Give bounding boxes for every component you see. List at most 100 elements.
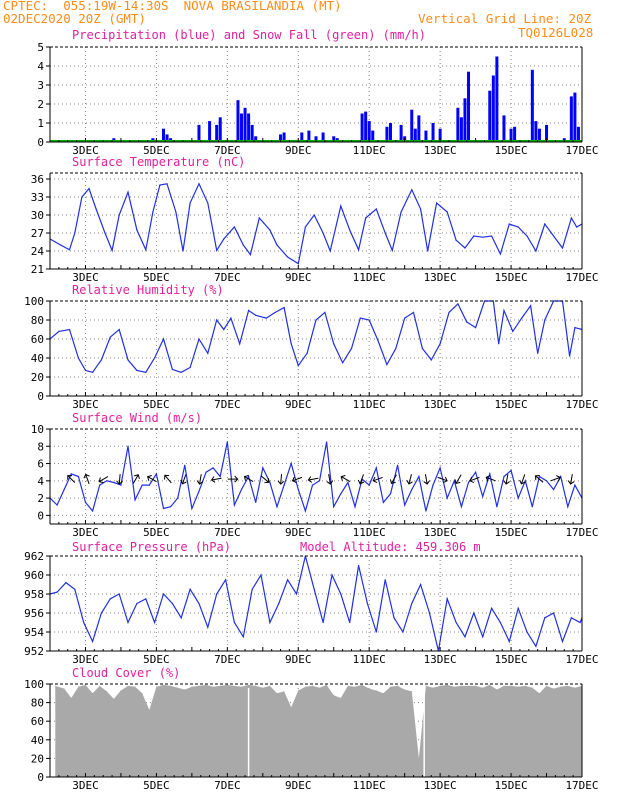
temp-point <box>216 249 218 251</box>
temp-ytick-label: 36 <box>31 173 44 186</box>
wind-point <box>545 480 548 482</box>
rh-point <box>333 343 335 345</box>
wind-point <box>531 506 533 508</box>
wind-arrow-head <box>210 476 216 483</box>
rh-point <box>503 309 505 312</box>
rh-point <box>274 311 276 313</box>
temp-ytick-label: 21 <box>31 263 44 276</box>
rh-point <box>290 343 292 345</box>
precip-bar <box>399 124 403 142</box>
wind-arrow <box>277 474 285 485</box>
cloud-point <box>297 690 299 691</box>
wind-arrow <box>326 474 334 485</box>
wind-panel-title: Surface Wind (m/s) <box>72 411 203 425</box>
temp-xtick-label: 13DEC <box>424 271 457 284</box>
cloud-point <box>92 692 93 694</box>
rh-panel: 0 20 40 60 80 100 3DEC 5DEC 7DEC 9DEC 11DEC 13DEC 15… <box>24 295 598 411</box>
pressure-point <box>145 598 147 600</box>
temp-point <box>473 235 475 237</box>
cloud-point <box>482 687 484 689</box>
rh-point <box>553 300 555 302</box>
pressure-point <box>127 621 129 624</box>
rh-point <box>162 338 165 340</box>
precip-bar <box>456 107 460 142</box>
pressure-point <box>136 602 138 605</box>
pressure-point <box>278 602 280 605</box>
temp-ytick-label: 27 <box>31 227 44 240</box>
rh-point <box>100 359 103 361</box>
wind-point <box>318 480 321 482</box>
rh-point <box>475 327 477 329</box>
wind-series-line <box>49 441 583 514</box>
cloud-point <box>432 687 434 689</box>
cloud-panel: 0 20 40 60 80 100 3DEC 5DEC 7DEC 9DEC 11DEC 13DEC 15… <box>24 678 598 792</box>
precip-bar <box>300 132 304 142</box>
pressure-point <box>402 631 404 633</box>
precip-bar <box>573 92 577 142</box>
precip-bar <box>388 123 392 142</box>
wind-point <box>333 506 335 508</box>
pressure-point <box>490 607 493 609</box>
cloud-point <box>461 685 462 687</box>
temp-point <box>189 202 191 204</box>
wind-point <box>304 510 306 512</box>
wind-point <box>198 490 200 492</box>
wind-arrow-head <box>164 474 170 480</box>
wind-point <box>290 462 292 465</box>
cloud-xtick-label: 5DEC <box>143 779 170 792</box>
temp-point <box>249 254 251 256</box>
pressure-point <box>553 612 555 614</box>
temp-point <box>544 223 546 225</box>
wind-point <box>212 467 214 469</box>
rh-point <box>145 371 147 373</box>
wind-point <box>354 506 356 508</box>
temp-point <box>145 249 147 251</box>
pressure-point <box>579 621 581 624</box>
rh-point <box>521 317 523 319</box>
cloud-point <box>574 687 576 689</box>
pressure-xtick-label: 15DEC <box>495 653 528 666</box>
wind-arrow <box>196 474 204 485</box>
temp-point <box>375 208 377 210</box>
pressure-point <box>154 621 156 624</box>
cloud-point <box>411 691 413 692</box>
cloud-point <box>510 685 512 687</box>
precip-ytick-label: 5 <box>37 41 44 54</box>
precip-bar <box>282 132 286 142</box>
precip-panel-title: Precipitation (blue) and Snow Fall (gree… <box>72 28 427 42</box>
pressure-point <box>535 645 537 647</box>
cloud-point <box>269 685 271 687</box>
wind-point <box>446 497 448 499</box>
wind-arrow-head <box>264 478 270 484</box>
pressure-point <box>499 621 502 624</box>
wind-point <box>177 497 179 499</box>
cloud-point <box>304 686 306 688</box>
rh-ytick-label: 0 <box>37 390 44 403</box>
precip-bar <box>463 98 467 142</box>
temp-point <box>313 214 315 216</box>
wind-point <box>255 501 257 504</box>
pressure-point <box>464 636 466 638</box>
wind-xtick-label: 17DEC <box>565 526 598 539</box>
wind-point <box>148 484 150 486</box>
temp-point <box>152 211 154 213</box>
rh-point <box>180 371 182 373</box>
wind-arrow-shaft <box>469 476 480 482</box>
temp-point <box>508 223 510 225</box>
precip-ytick-label: 3 <box>37 79 44 92</box>
wind-arrow-head <box>243 475 249 481</box>
precip-bar <box>314 136 318 142</box>
pressure-point <box>260 574 262 576</box>
rh-point <box>377 340 379 342</box>
precip-bar <box>165 134 169 142</box>
wind-point <box>276 506 278 508</box>
wind-xtick-label: 13DEC <box>424 526 457 539</box>
temp-ytick-label: 24 <box>31 245 45 258</box>
wind-point <box>553 488 555 491</box>
wind-arrow-shaft <box>67 475 76 483</box>
precip-xtick-label: 5DEC <box>143 144 170 157</box>
cloud-point <box>170 685 171 687</box>
precip-bar <box>491 75 495 142</box>
temp-point <box>60 244 62 246</box>
cloud-point <box>177 687 179 689</box>
